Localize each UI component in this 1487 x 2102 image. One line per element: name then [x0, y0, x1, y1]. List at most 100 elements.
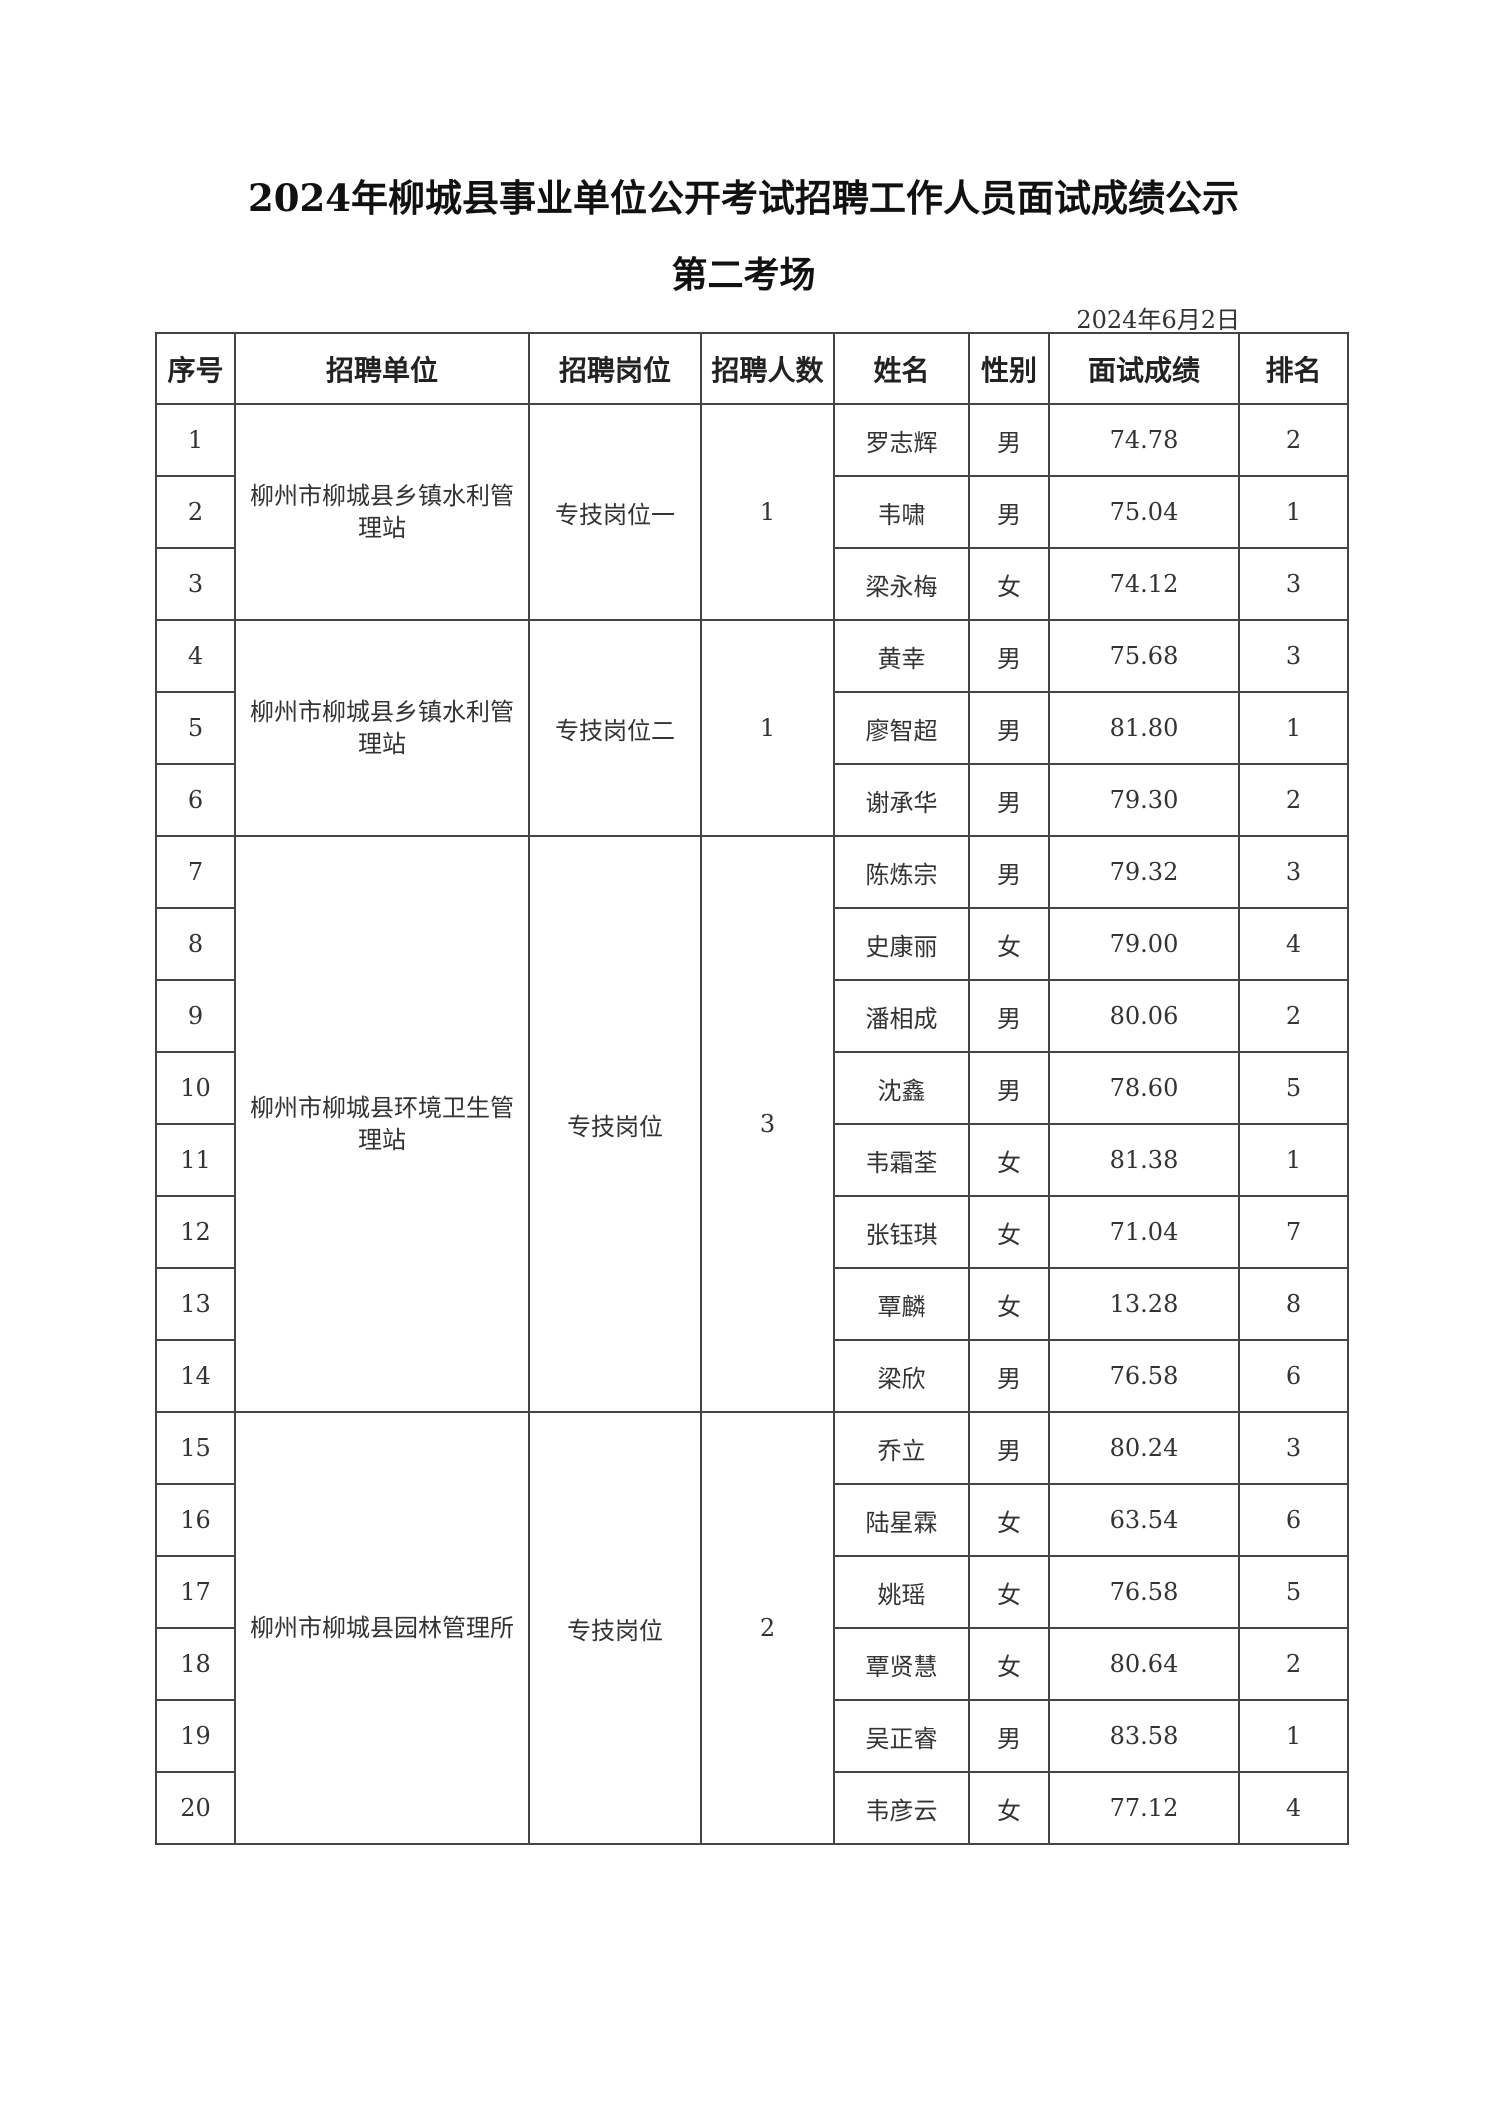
- cell-unit: 柳州市柳城县乡镇水利管理站: [234, 619, 530, 837]
- table-row: 20 韦彦云女 77.12 4: [155, 1771, 1349, 1845]
- cell-gender: 女: [968, 907, 1050, 981]
- cell-name: 韦啸: [833, 475, 970, 549]
- cell-rank: 3: [1238, 835, 1349, 909]
- cell-score: 63.54: [1048, 1483, 1240, 1557]
- cell-score: 78.60: [1048, 1051, 1240, 1125]
- cell-name: 梁永梅: [833, 547, 970, 621]
- header-count: 招聘人数: [700, 332, 835, 405]
- cell-name: 覃贤慧: [833, 1627, 970, 1701]
- cell-rank: 3: [1238, 547, 1349, 621]
- cell-no: 14: [155, 1339, 236, 1413]
- cell-gender: 男: [968, 835, 1050, 909]
- cell-no: 2: [155, 475, 236, 549]
- cell-rank: 6: [1238, 1483, 1349, 1557]
- header-gender: 性别: [968, 332, 1050, 405]
- cell-rank: 2: [1238, 979, 1349, 1053]
- table-row: 9 潘相成男 80.06 2: [155, 979, 1349, 1053]
- cell-score: 76.58: [1048, 1339, 1240, 1413]
- cell-gender: 男: [968, 763, 1050, 837]
- cell-name: 吴正睿: [833, 1699, 970, 1773]
- table-row: 17 姚瑶女 76.58 5: [155, 1555, 1349, 1629]
- cell-no: 5: [155, 691, 236, 765]
- cell-score: 74.12: [1048, 547, 1240, 621]
- cell-count: 1: [700, 619, 835, 837]
- cell-rank: 1: [1238, 691, 1349, 765]
- header-name: 姓名: [833, 332, 970, 405]
- cell-gender: 男: [968, 619, 1050, 693]
- cell-score: 80.64: [1048, 1627, 1240, 1701]
- cell-score: 81.80: [1048, 691, 1240, 765]
- table-row: 8 史康丽女 79.00 4: [155, 907, 1349, 981]
- cell-score: 79.32: [1048, 835, 1240, 909]
- cell-rank: 2: [1238, 763, 1349, 837]
- cell-score: 71.04: [1048, 1195, 1240, 1269]
- cell-score: 76.58: [1048, 1555, 1240, 1629]
- table-row: 6 谢承华男 79.30 2: [155, 763, 1349, 837]
- table-row: 5 廖智超男 81.80 1: [155, 691, 1349, 765]
- cell-score: 13.28: [1048, 1267, 1240, 1341]
- cell-gender: 男: [968, 979, 1050, 1053]
- cell-no: 16: [155, 1483, 236, 1557]
- cell-no: 6: [155, 763, 236, 837]
- table-row: 10 沈鑫男 78.60 5: [155, 1051, 1349, 1125]
- cell-gender: 男: [968, 403, 1050, 477]
- cell-name: 廖智超: [833, 691, 970, 765]
- cell-rank: 1: [1238, 1123, 1349, 1197]
- cell-rank: 1: [1238, 475, 1349, 549]
- cell-name: 史康丽: [833, 907, 970, 981]
- cell-rank: 6: [1238, 1339, 1349, 1413]
- cell-position: 专技岗位二: [528, 619, 702, 837]
- table-row: 11 韦霜荃女 81.38 1: [155, 1123, 1349, 1197]
- cell-score: 83.58: [1048, 1699, 1240, 1773]
- cell-rank: 5: [1238, 1051, 1349, 1125]
- header-position: 招聘岗位: [528, 332, 702, 405]
- cell-name: 谢承华: [833, 763, 970, 837]
- cell-gender: 男: [968, 1339, 1050, 1413]
- cell-score: 77.12: [1048, 1771, 1240, 1845]
- cell-position: 专技岗位一: [528, 403, 702, 621]
- cell-rank: 7: [1238, 1195, 1349, 1269]
- table-row: 12 张钰琪女 71.04 7: [155, 1195, 1349, 1269]
- table-row: 19 吴正睿男 83.58 1: [155, 1699, 1349, 1773]
- table-row: 1 柳州市柳城县乡镇水利管理站 专技岗位一 1 罗志辉男 74.78 2: [155, 403, 1349, 621]
- cell-unit: 柳州市柳城县乡镇水利管理站: [234, 403, 530, 621]
- cell-rank: 3: [1238, 1411, 1349, 1485]
- cell-gender: 男: [968, 691, 1050, 765]
- table-header-row: 序号 招聘单位 招聘岗位 招聘人数 姓名 性别 面试成绩 排名: [155, 332, 1349, 405]
- cell-name: 张钰琪: [833, 1195, 970, 1269]
- cell-no: 9: [155, 979, 236, 1053]
- cell-score: 81.38: [1048, 1123, 1240, 1197]
- cell-gender: 女: [968, 1555, 1050, 1629]
- cell-name: 陈炼宗: [833, 835, 970, 909]
- cell-no: 11: [155, 1123, 236, 1197]
- header-score: 面试成绩: [1048, 332, 1240, 405]
- cell-no: 12: [155, 1195, 236, 1269]
- cell-name: 韦霜荃: [833, 1123, 970, 1197]
- cell-rank: 8: [1238, 1267, 1349, 1341]
- cell-gender: 女: [968, 1627, 1050, 1701]
- cell-name: 潘相成: [833, 979, 970, 1053]
- cell-count: 1: [700, 403, 835, 621]
- cell-gender: 男: [968, 475, 1050, 549]
- cell-name: 覃麟: [833, 1267, 970, 1341]
- cell-no: 1: [155, 403, 236, 477]
- cell-name: 沈鑫: [833, 1051, 970, 1125]
- cell-rank: 1: [1238, 1699, 1349, 1773]
- cell-gender: 男: [968, 1699, 1050, 1773]
- cell-no: 10: [155, 1051, 236, 1125]
- cell-no: 7: [155, 835, 236, 909]
- cell-name: 乔立: [833, 1411, 970, 1485]
- cell-rank: 2: [1238, 1627, 1349, 1701]
- cell-gender: 女: [968, 1195, 1050, 1269]
- cell-rank: 5: [1238, 1555, 1349, 1629]
- cell-score: 75.04: [1048, 475, 1240, 549]
- cell-no: 13: [155, 1267, 236, 1341]
- cell-no: 4: [155, 619, 236, 693]
- cell-no: 20: [155, 1771, 236, 1845]
- cell-rank: 4: [1238, 907, 1349, 981]
- page-title: 2024年柳城县事业单位公开考试招聘工作人员面试成绩公示: [248, 176, 1239, 220]
- cell-no: 8: [155, 907, 236, 981]
- cell-score: 80.06: [1048, 979, 1240, 1053]
- cell-no: 17: [155, 1555, 236, 1629]
- cell-gender: 男: [968, 1411, 1050, 1485]
